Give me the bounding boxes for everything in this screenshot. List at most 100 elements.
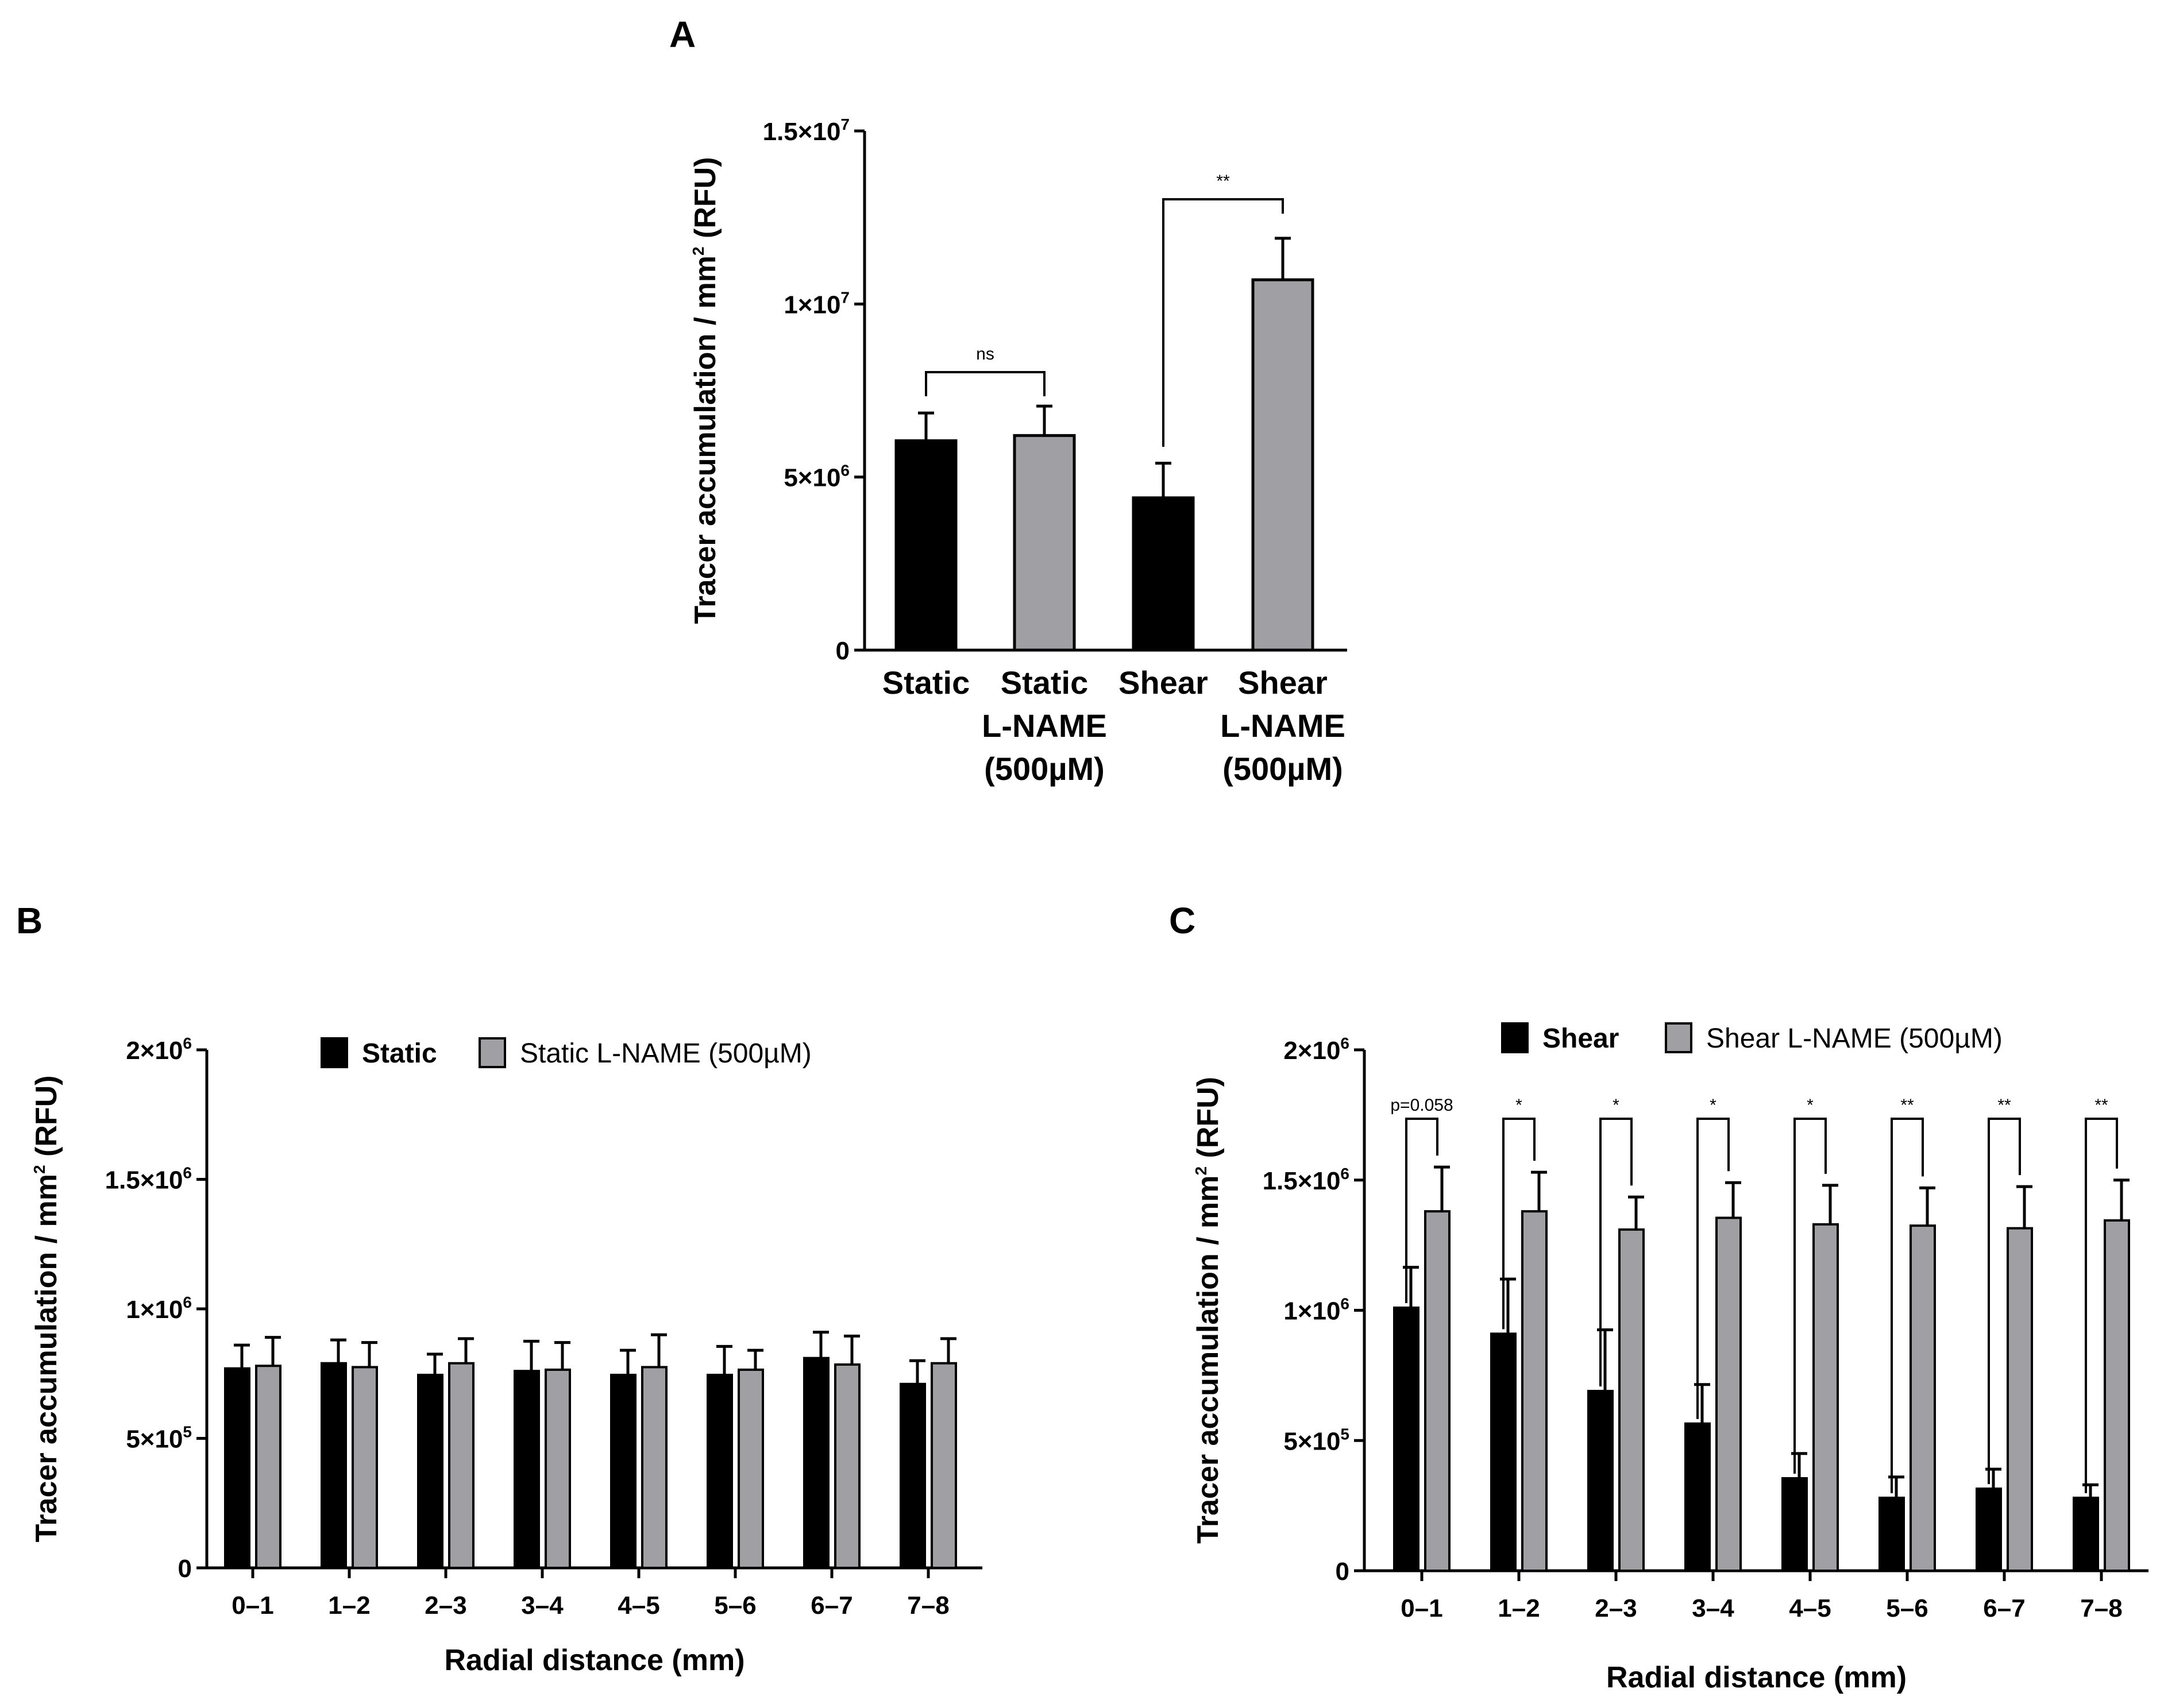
x-tick-label: 2–3	[425, 1591, 466, 1620]
significance-bracket	[1502, 1118, 1536, 1330]
y-tick-label: 1×106	[1283, 1295, 1349, 1326]
y-tick-label: 1.5×106	[105, 1164, 192, 1195]
significance-label: *	[1807, 1096, 1814, 1115]
bar	[1251, 278, 1314, 652]
legend-swatch	[1501, 1022, 1529, 1053]
bar	[2007, 1227, 2033, 1572]
bar	[448, 1362, 475, 1569]
significance-label: **	[1216, 172, 1230, 191]
y-axis-title: Tracer accumulation / mm2 (RFU)	[1191, 1077, 1225, 1544]
panel-c-chart: 0 5×105 1×106 1.5×10 6 2×106 Tracer accumulati…	[1191, 1022, 2148, 1694]
significance-bracket	[1988, 1118, 2021, 1485]
significance-label: p=0.058	[1390, 1096, 1453, 1115]
bar	[894, 439, 958, 652]
bar	[1393, 1306, 1419, 1572]
significance-bracket	[1599, 1118, 1633, 1387]
bar	[545, 1368, 571, 1570]
y-axis-title-sup: 2	[30, 1165, 48, 1174]
bar	[707, 1374, 733, 1569]
y-tick-label-base: 0	[836, 637, 850, 665]
significance-label: **	[1997, 1096, 2011, 1115]
x-tick-label: 4–5	[1789, 1594, 1831, 1622]
x-tick-label: 1–2	[328, 1591, 370, 1620]
bar	[738, 1368, 764, 1570]
y-tick-label-base: 1.5×10	[1263, 1167, 1341, 1195]
x-tick-label: 5–6	[714, 1591, 756, 1620]
x-tick-label: 5–6	[1886, 1594, 1928, 1622]
panel-label-a: A	[669, 14, 696, 55]
y-tick-label: 0	[1336, 1558, 1349, 1586]
legend-label: Static L-NAME (500µM)	[520, 1038, 812, 1069]
category-label: Static	[1001, 664, 1089, 701]
significance-bracket	[925, 371, 1046, 396]
x-tick-label: 7–8	[907, 1591, 949, 1620]
category-label: (500µM)	[1222, 751, 1343, 787]
y-tick-label: 5×105	[126, 1423, 192, 1454]
y-tick-label: 2×106	[1283, 1034, 1349, 1065]
bar	[834, 1363, 861, 1570]
bar	[352, 1366, 378, 1570]
y-tick-label-exponent: 6	[1340, 1295, 1349, 1313]
y-tick-label: 1.5×107	[763, 115, 850, 146]
panel-label-c: C	[1169, 900, 1195, 941]
category-label: L-NAME	[1220, 708, 1345, 744]
y-axis-title-sup: 2	[1192, 1166, 1210, 1176]
significance-label: **	[2094, 1096, 2108, 1115]
bar	[255, 1365, 281, 1569]
category-label: L-NAME	[982, 708, 1107, 744]
x-tick-label: 6–7	[811, 1591, 853, 1620]
y-axis-title-tail: (RFU)	[1191, 1077, 1225, 1166]
y-tick-label: 0	[836, 637, 850, 665]
bar	[1132, 496, 1195, 652]
significance-bracket	[1405, 1118, 1438, 1303]
x-tick-label: 7–8	[2080, 1594, 2122, 1622]
x-tick-label: 3–4	[1692, 1594, 1734, 1622]
bar	[1812, 1223, 1839, 1572]
y-tick-label-base: 5×10	[784, 464, 840, 492]
category-label: Static	[882, 664, 970, 701]
category-label: (500µM)	[984, 751, 1105, 787]
x-axis-title: Radial distance (mm)	[1606, 1661, 1907, 1694]
x-tick-label: 3–4	[521, 1591, 564, 1620]
y-tick-label-base: 5×10	[126, 1425, 183, 1454]
bar	[1878, 1497, 1905, 1572]
y-axis-title-tail: (RFU)	[30, 1075, 63, 1165]
y-tick-label: 0	[178, 1555, 192, 1583]
significance-label: *	[1613, 1096, 1619, 1115]
significance-label: ns	[976, 345, 994, 364]
bar	[1490, 1332, 1517, 1572]
significance-bracket	[1793, 1118, 1827, 1474]
y-axis-title-main: Tracer accumulation / mm	[30, 1174, 63, 1543]
bar	[803, 1357, 830, 1569]
bar	[1424, 1210, 1451, 1572]
x-tick-label: 0–1	[1401, 1594, 1442, 1622]
significance-bracket	[1162, 198, 1284, 447]
y-axis-title: Tracer accumulation / mm2 (RFU)	[30, 1075, 63, 1542]
y-tick-label-base: 0	[178, 1555, 192, 1583]
bar	[1781, 1477, 1808, 1572]
significance-label: *	[1710, 1096, 1716, 1115]
y-tick-label: 5×106	[784, 462, 850, 492]
legend-label: Shear	[1542, 1023, 1619, 1054]
y-tick-label: 2×106	[126, 1034, 192, 1065]
y-tick-label-base: 1×10	[126, 1296, 183, 1324]
bar	[641, 1366, 668, 1570]
y-tick-label-base: 1×10	[784, 291, 840, 319]
x-axis-title: Radial distance (mm)	[444, 1644, 745, 1677]
y-axis-title-main: Tracer accumulation / mm	[689, 256, 722, 624]
category-label: Shear	[1238, 664, 1328, 701]
bar	[1715, 1216, 1742, 1572]
y-tick-label: 5×105	[1283, 1425, 1349, 1455]
y-tick-label-base: 2×10	[1283, 1037, 1340, 1065]
y-tick-label: 1×106	[126, 1293, 192, 1324]
y-axis-title-sup: 2	[689, 246, 707, 256]
bar	[2104, 1219, 2130, 1572]
bar	[1684, 1422, 1711, 1572]
y-axis-title-main: Tracer accumulation / mm	[1191, 1175, 1225, 1544]
bar	[1013, 434, 1076, 652]
bar	[1587, 1390, 1614, 1572]
y-tick-label-exponent: 6	[183, 1164, 192, 1182]
legend-label: Static	[362, 1038, 437, 1069]
bar	[1618, 1228, 1645, 1572]
